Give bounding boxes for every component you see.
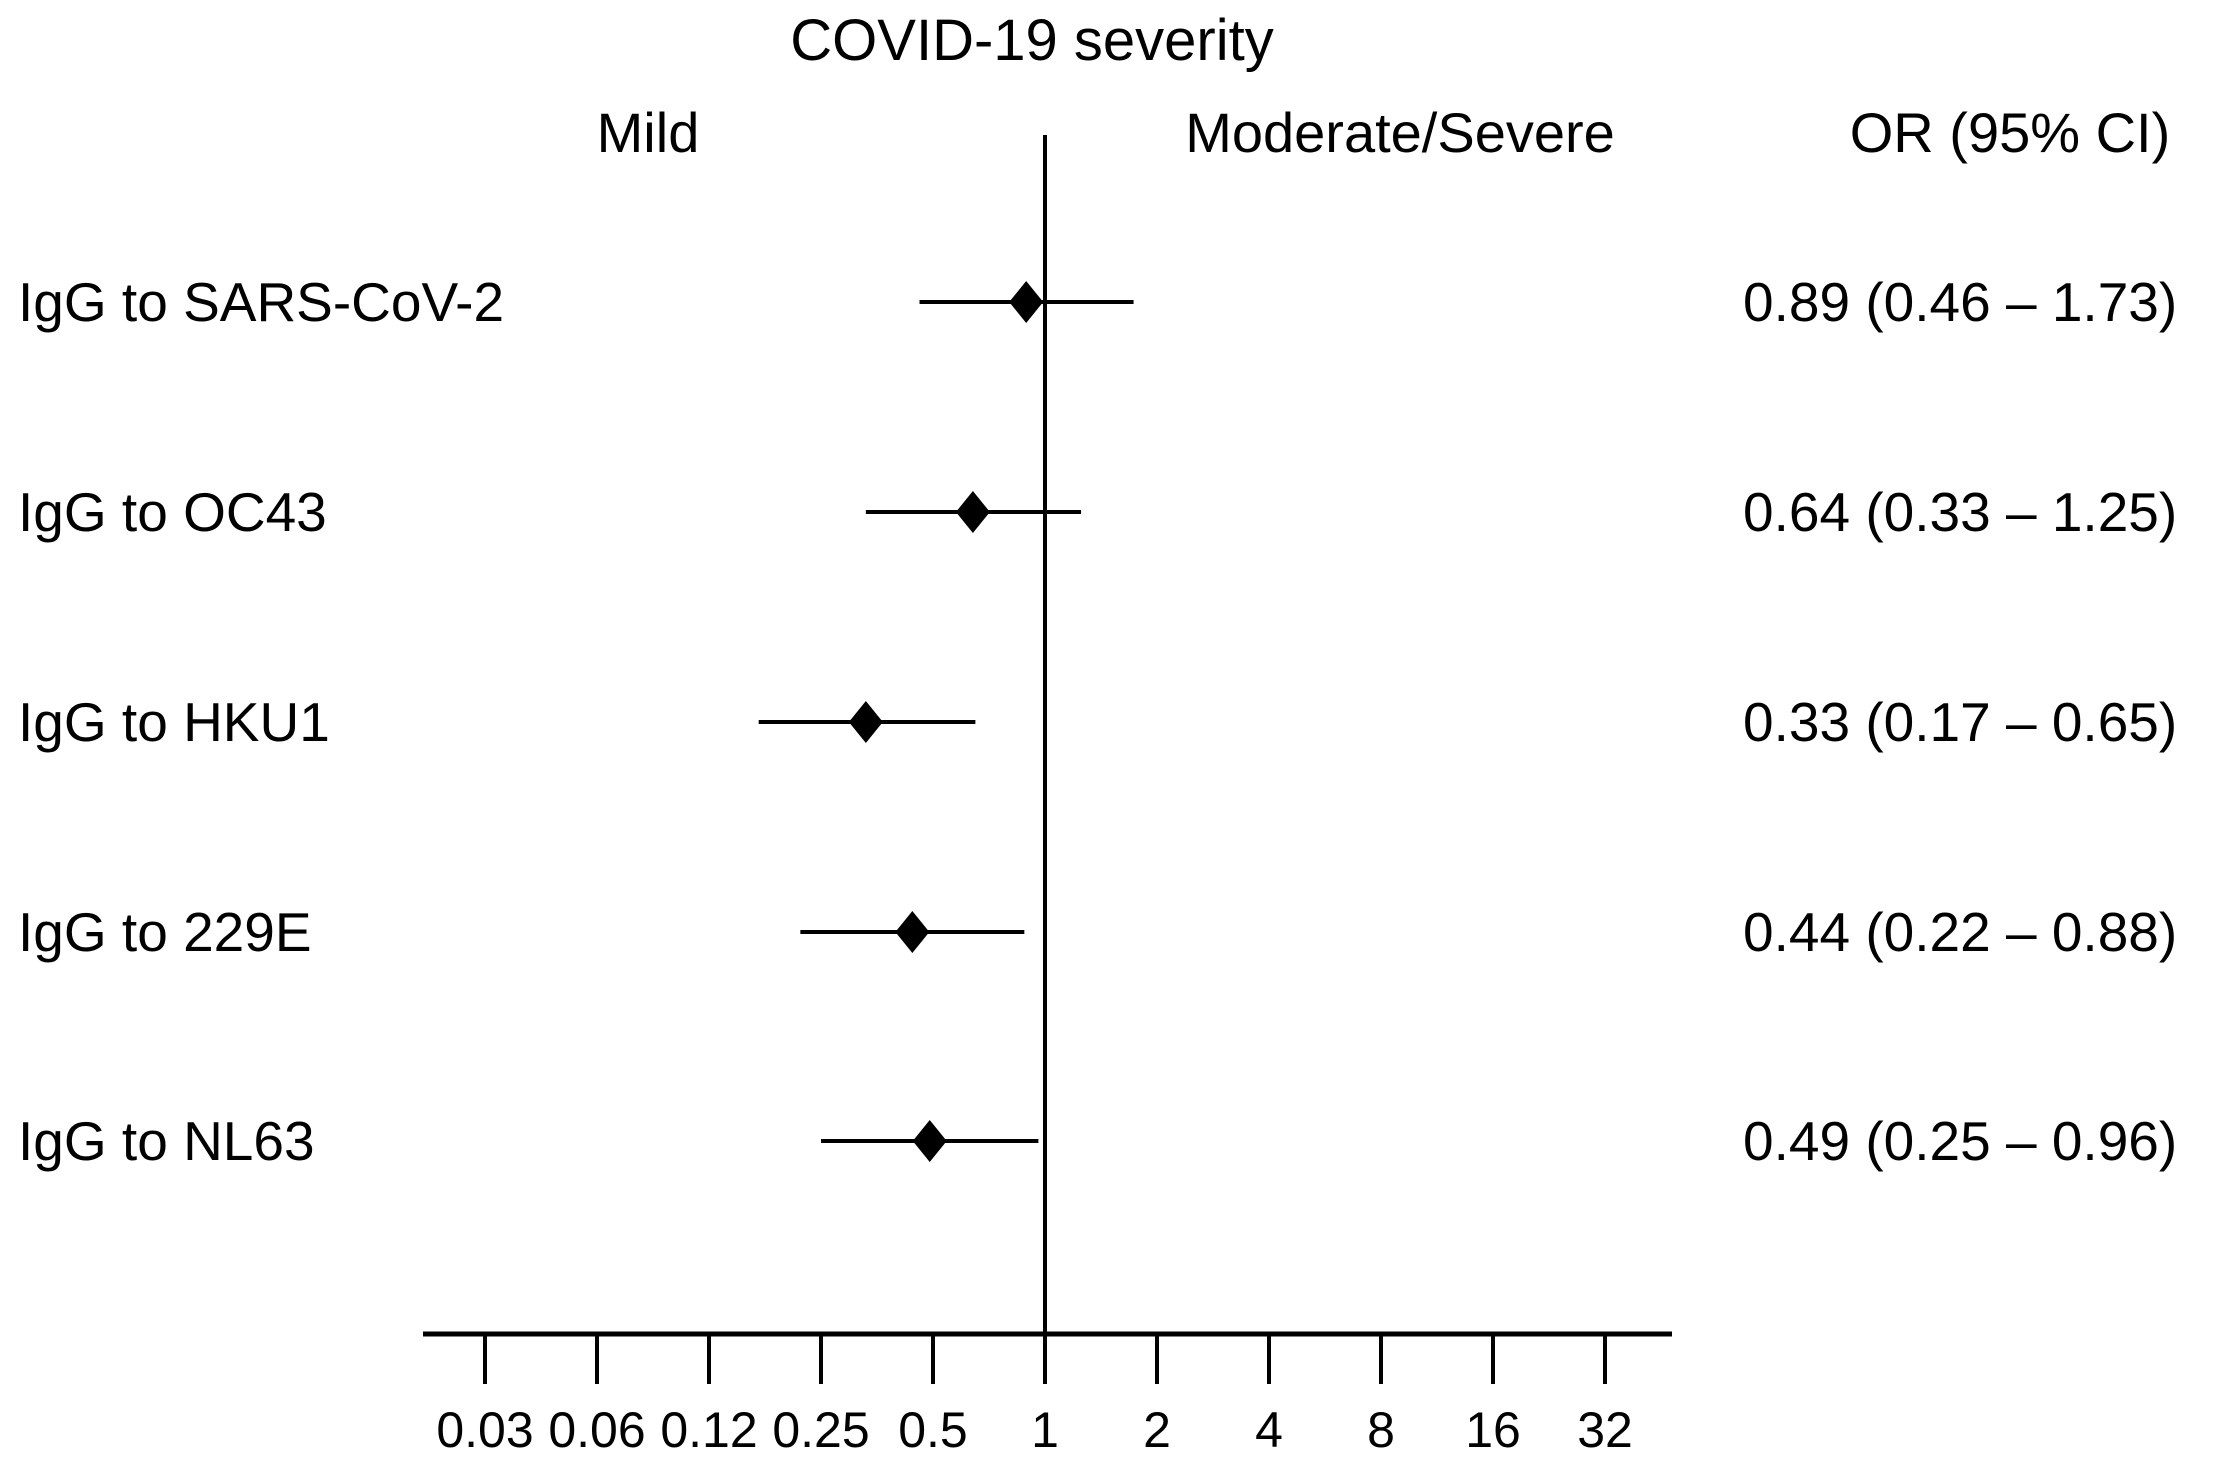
- x-axis-tick-label: 32: [1577, 1402, 1633, 1458]
- or-diamond: [1009, 281, 1044, 323]
- x-axis-tick-label: 1: [1031, 1402, 1059, 1458]
- or-diamond: [955, 491, 990, 533]
- or-diamond: [912, 1120, 947, 1162]
- x-axis-tick-label: 0.5: [898, 1402, 968, 1458]
- row-label: IgG to OC43: [18, 481, 327, 543]
- or-diamond: [895, 911, 930, 953]
- x-axis-tick-label: 0.25: [772, 1402, 869, 1458]
- x-axis-tick-label: 16: [1465, 1402, 1521, 1458]
- row-label: IgG to NL63: [18, 1110, 315, 1172]
- header-moderate-severe: Moderate/Severe: [1185, 101, 1615, 164]
- x-axis-tick-label: 0.12: [660, 1402, 757, 1458]
- row-label: IgG to SARS-CoV-2: [18, 271, 505, 333]
- x-axis-tick-label: 2: [1143, 1402, 1171, 1458]
- x-axis-tick-label: 8: [1367, 1402, 1395, 1458]
- x-axis-tick-label: 0.03: [436, 1402, 533, 1458]
- chart-title: COVID-19 severity: [790, 8, 1274, 73]
- header-or-95ci: OR (95% CI): [1849, 101, 2171, 164]
- header-mild: Mild: [596, 101, 700, 164]
- x-axis-tick-label: 0.06: [548, 1402, 645, 1458]
- or-value: 0.64 (0.33 – 1.25): [1743, 481, 2178, 543]
- or-diamond: [848, 701, 883, 743]
- row-label: IgG to HKU1: [18, 691, 330, 753]
- or-value: 0.89 (0.46 – 1.73): [1743, 271, 2178, 333]
- or-value: 0.33 (0.17 – 0.65): [1743, 691, 2178, 753]
- row-label: IgG to 229E: [18, 901, 312, 963]
- or-value: 0.44 (0.22 – 0.88): [1743, 901, 2178, 963]
- or-value: 0.49 (0.25 – 0.96): [1743, 1110, 2178, 1172]
- x-axis-tick-label: 4: [1255, 1402, 1283, 1458]
